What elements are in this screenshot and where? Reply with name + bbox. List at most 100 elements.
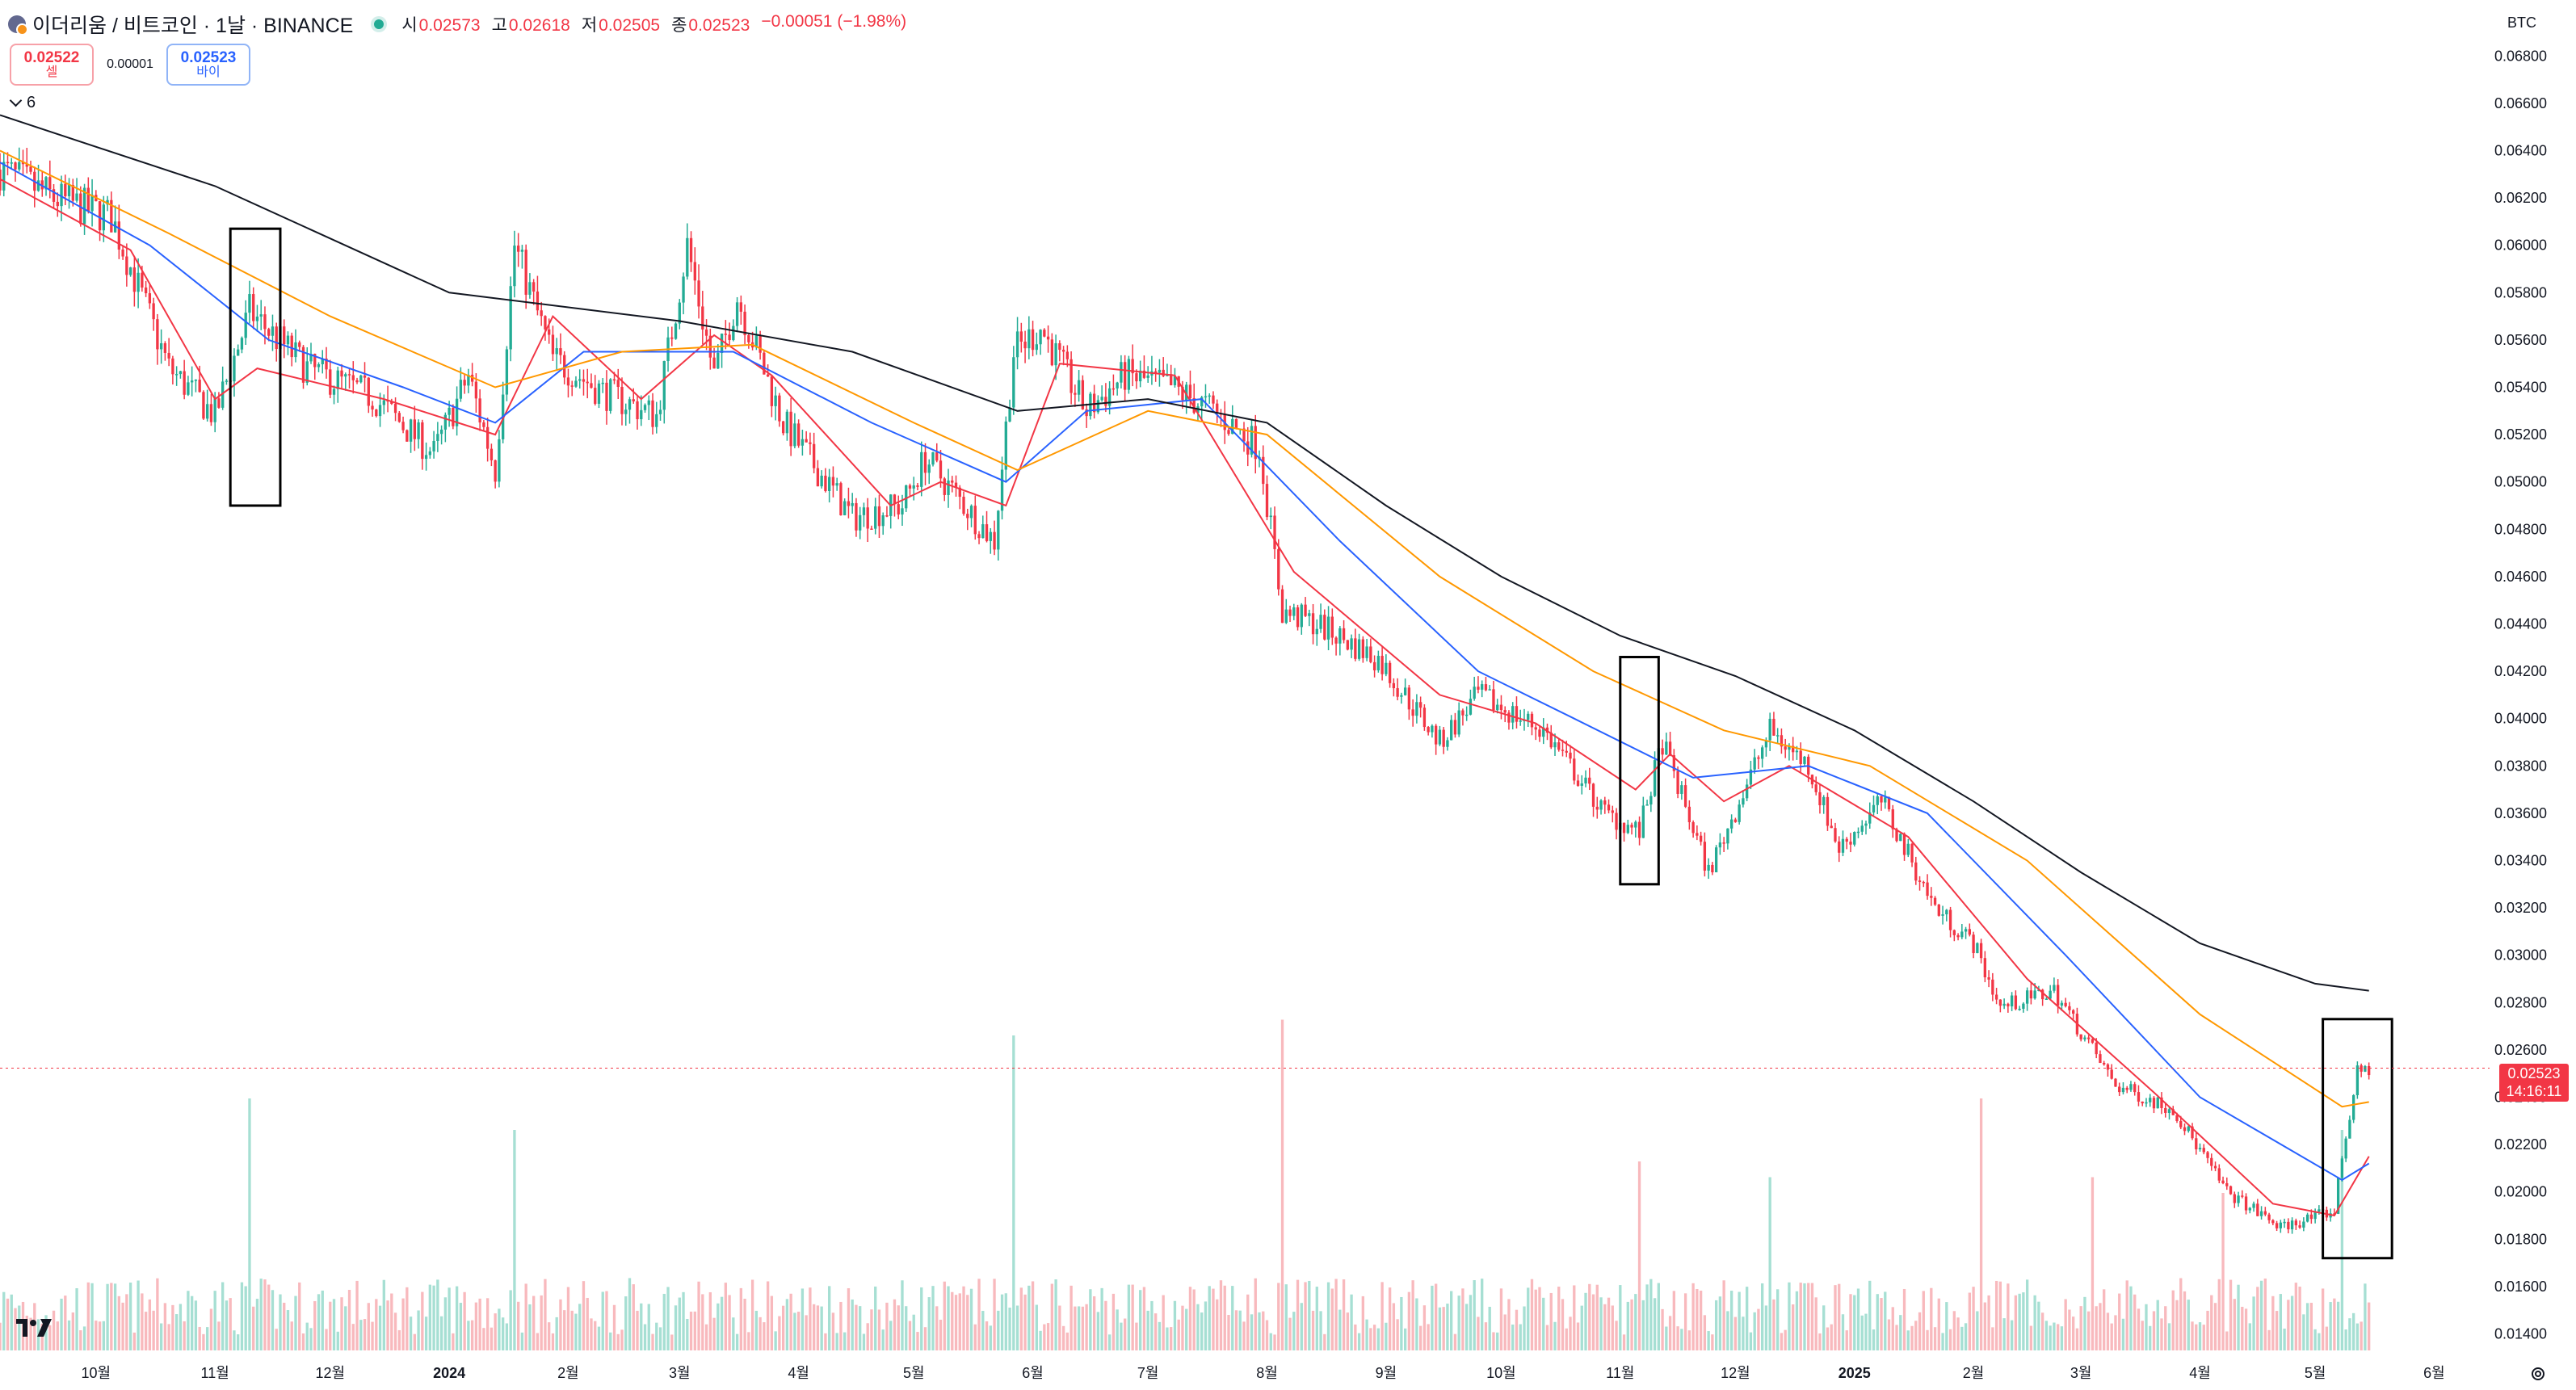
candle-body: [1481, 684, 1484, 690]
candle-body: [79, 193, 82, 225]
candle-body: [1434, 725, 1438, 745]
high-value: 0.02618: [508, 16, 570, 35]
volume-bar: [2091, 1177, 2095, 1350]
indicators-toggle[interactable]: 6: [9, 94, 36, 112]
candle-body: [2252, 1203, 2255, 1208]
volume-bar: [110, 1283, 113, 1350]
candle-body: [1507, 712, 1511, 723]
candle-body: [923, 451, 927, 473]
candle-body: [1400, 695, 1403, 697]
candle-body: [601, 382, 604, 384]
volume-bar: [1185, 1308, 1188, 1350]
volume-bar: [1860, 1315, 1864, 1350]
volume-bar: [2318, 1333, 2321, 1350]
candle-body: [1729, 819, 1733, 829]
candle-body: [1050, 339, 1054, 366]
volume-bar: [662, 1293, 666, 1350]
candle-body: [144, 287, 148, 294]
volume-bar: [1956, 1317, 1960, 1350]
volume-bar: [839, 1301, 843, 1350]
low-value: 0.02505: [599, 16, 661, 35]
volume-bar: [259, 1279, 263, 1350]
candle-body: [616, 380, 620, 388]
candle-body: [90, 195, 94, 212]
candle-body: [2018, 1008, 2021, 1010]
volume-bar: [1142, 1287, 1146, 1350]
candle-body: [397, 413, 401, 422]
candle-body: [255, 316, 259, 321]
candle-body: [977, 534, 981, 539]
candle-body: [628, 399, 632, 410]
volume-bar: [1039, 1330, 1042, 1350]
volume-bar: [1576, 1322, 1580, 1350]
candle-body: [594, 388, 597, 404]
volume-bar: [128, 1282, 132, 1350]
sell-button[interactable]: 0.02522 셀: [10, 44, 94, 86]
volume-bar: [71, 1312, 74, 1350]
volume-bar: [498, 1308, 501, 1350]
candle-body: [2202, 1148, 2205, 1153]
volume-bar: [2160, 1318, 2163, 1350]
volume-bar: [255, 1299, 259, 1350]
volume-bar: [1338, 1309, 1342, 1350]
volume-bar: [1092, 1296, 1096, 1350]
volume-bar: [2275, 1311, 2279, 1350]
candle-body: [1983, 958, 1987, 978]
volume-bar: [1400, 1296, 1403, 1350]
volume-bar: [524, 1283, 527, 1350]
volume-bar: [137, 1280, 140, 1350]
candle-body: [132, 267, 137, 292]
candle-body: [1569, 752, 1572, 759]
candle-body: [544, 316, 547, 330]
volume-bar: [793, 1312, 796, 1350]
volume-bar: [1776, 1289, 1780, 1350]
candle-body: [1937, 905, 1940, 916]
volume-bar: [351, 1324, 355, 1350]
volume-bar: [1170, 1327, 1173, 1350]
candle-body: [1549, 733, 1553, 748]
volume-bar: [1250, 1314, 1254, 1350]
volume-bar: [1838, 1283, 1841, 1350]
candle-body: [1308, 613, 1311, 616]
candle-body: [2152, 1098, 2156, 1109]
candle-body: [1246, 441, 1250, 455]
volume-bar: [693, 1311, 696, 1350]
volume-bar: [747, 1332, 750, 1350]
volume-bar: [52, 1310, 56, 1350]
volume-bar: [1081, 1306, 1085, 1350]
volume-bar: [578, 1304, 582, 1350]
buy-button[interactable]: 0.02523 바이: [166, 44, 250, 86]
volume-bar: [1481, 1279, 1484, 1350]
volume-bar: [2022, 1292, 2025, 1350]
candle-body: [2175, 1115, 2179, 1121]
symbol-title[interactable]: 이더리움 / 비트코인 · 1날 · BINANCE: [32, 15, 354, 37]
candle-body: [485, 426, 490, 449]
volume-bar: [1477, 1317, 1480, 1350]
volume-bar: [321, 1290, 324, 1350]
candle-body: [298, 342, 301, 347]
volume-bar: [1223, 1285, 1226, 1350]
volume-bar: [1442, 1307, 1445, 1350]
gear-icon[interactable]: [2529, 1365, 2547, 1383]
volume-bar: [363, 1319, 367, 1350]
volume-bar: [689, 1311, 693, 1350]
candle-body: [1438, 729, 1442, 745]
volume-bar: [1573, 1285, 1576, 1350]
volume-bar: [1139, 1290, 1142, 1350]
volume-bar: [2344, 1329, 2347, 1350]
volume-bar: [2083, 1296, 2086, 1350]
candle-body: [478, 398, 481, 423]
time-tick-label: 10월: [1486, 1365, 1516, 1381]
volume-bar: [720, 1296, 724, 1350]
tradingview-logo-icon[interactable]: [16, 1319, 52, 1340]
candle-body: [674, 323, 678, 339]
volume-bar: [2133, 1294, 2137, 1350]
close-label: 종: [671, 16, 687, 35]
volume-bar: [1096, 1312, 1100, 1350]
currency-label[interactable]: BTC: [2507, 15, 2536, 31]
candle-body: [809, 442, 812, 444]
candle-body: [716, 352, 720, 369]
candle-body: [954, 482, 958, 488]
candle-body: [25, 164, 28, 167]
